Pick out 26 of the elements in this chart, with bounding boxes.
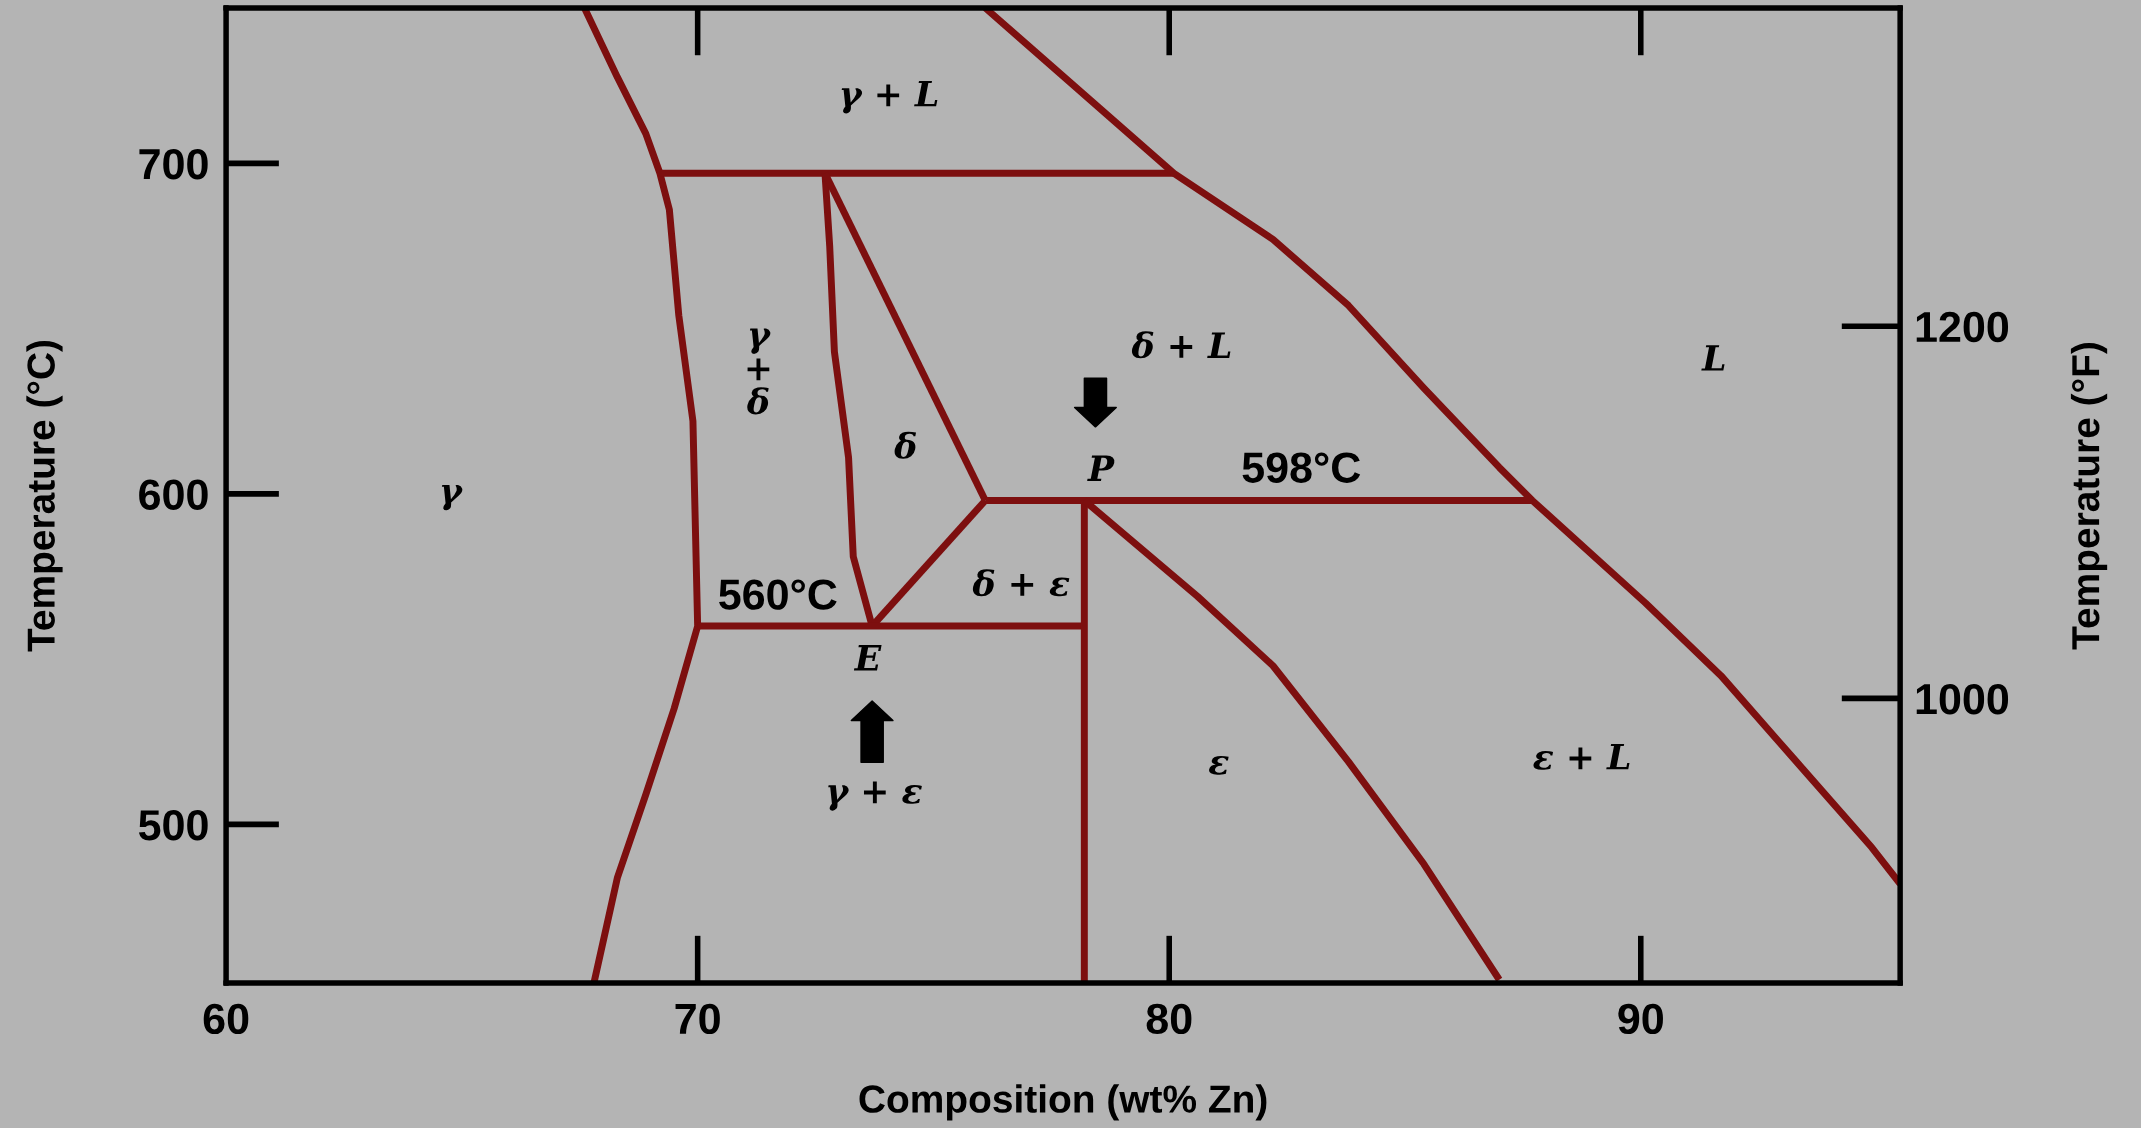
x-axis-title: Composition (wt% Zn): [859, 1084, 1267, 1121]
y-axis-title: Temperature (°C): [26, 340, 63, 652]
annotation: γ + δ: [747, 328, 771, 415]
annotation: 560°C: [719, 579, 837, 610]
y-tick-label: 700: [139, 148, 208, 180]
annotation: ε + L: [1533, 744, 1630, 770]
y2-axis-title: Temperature (°F): [2070, 343, 2108, 650]
annotation: δ + L: [1131, 331, 1231, 359]
y-tick-label: 600: [139, 479, 208, 510]
y2-tick-label: 1000: [1916, 683, 2009, 715]
annotation: 598°C: [1242, 452, 1361, 483]
annotation: δ: [894, 431, 917, 459]
x-tick-label: 70: [675, 1003, 720, 1035]
annotation: γ + ε: [828, 781, 922, 811]
x-tick-label: 60: [203, 1003, 249, 1035]
annotation: δ + ε: [972, 569, 1070, 597]
y-tick-label: 500: [138, 809, 208, 841]
x-tick-label: 80: [1146, 1003, 1192, 1035]
y2-tick-label: 1200: [1916, 311, 2009, 343]
x-tick-label: 90: [1618, 1003, 1663, 1035]
annotation: γ: [441, 485, 463, 511]
annotation: γ + L: [841, 80, 938, 114]
annotation: P: [1087, 455, 1115, 481]
annotation: L: [1701, 345, 1725, 371]
annotation: E: [853, 645, 882, 671]
annotation: ε: [1209, 755, 1229, 775]
